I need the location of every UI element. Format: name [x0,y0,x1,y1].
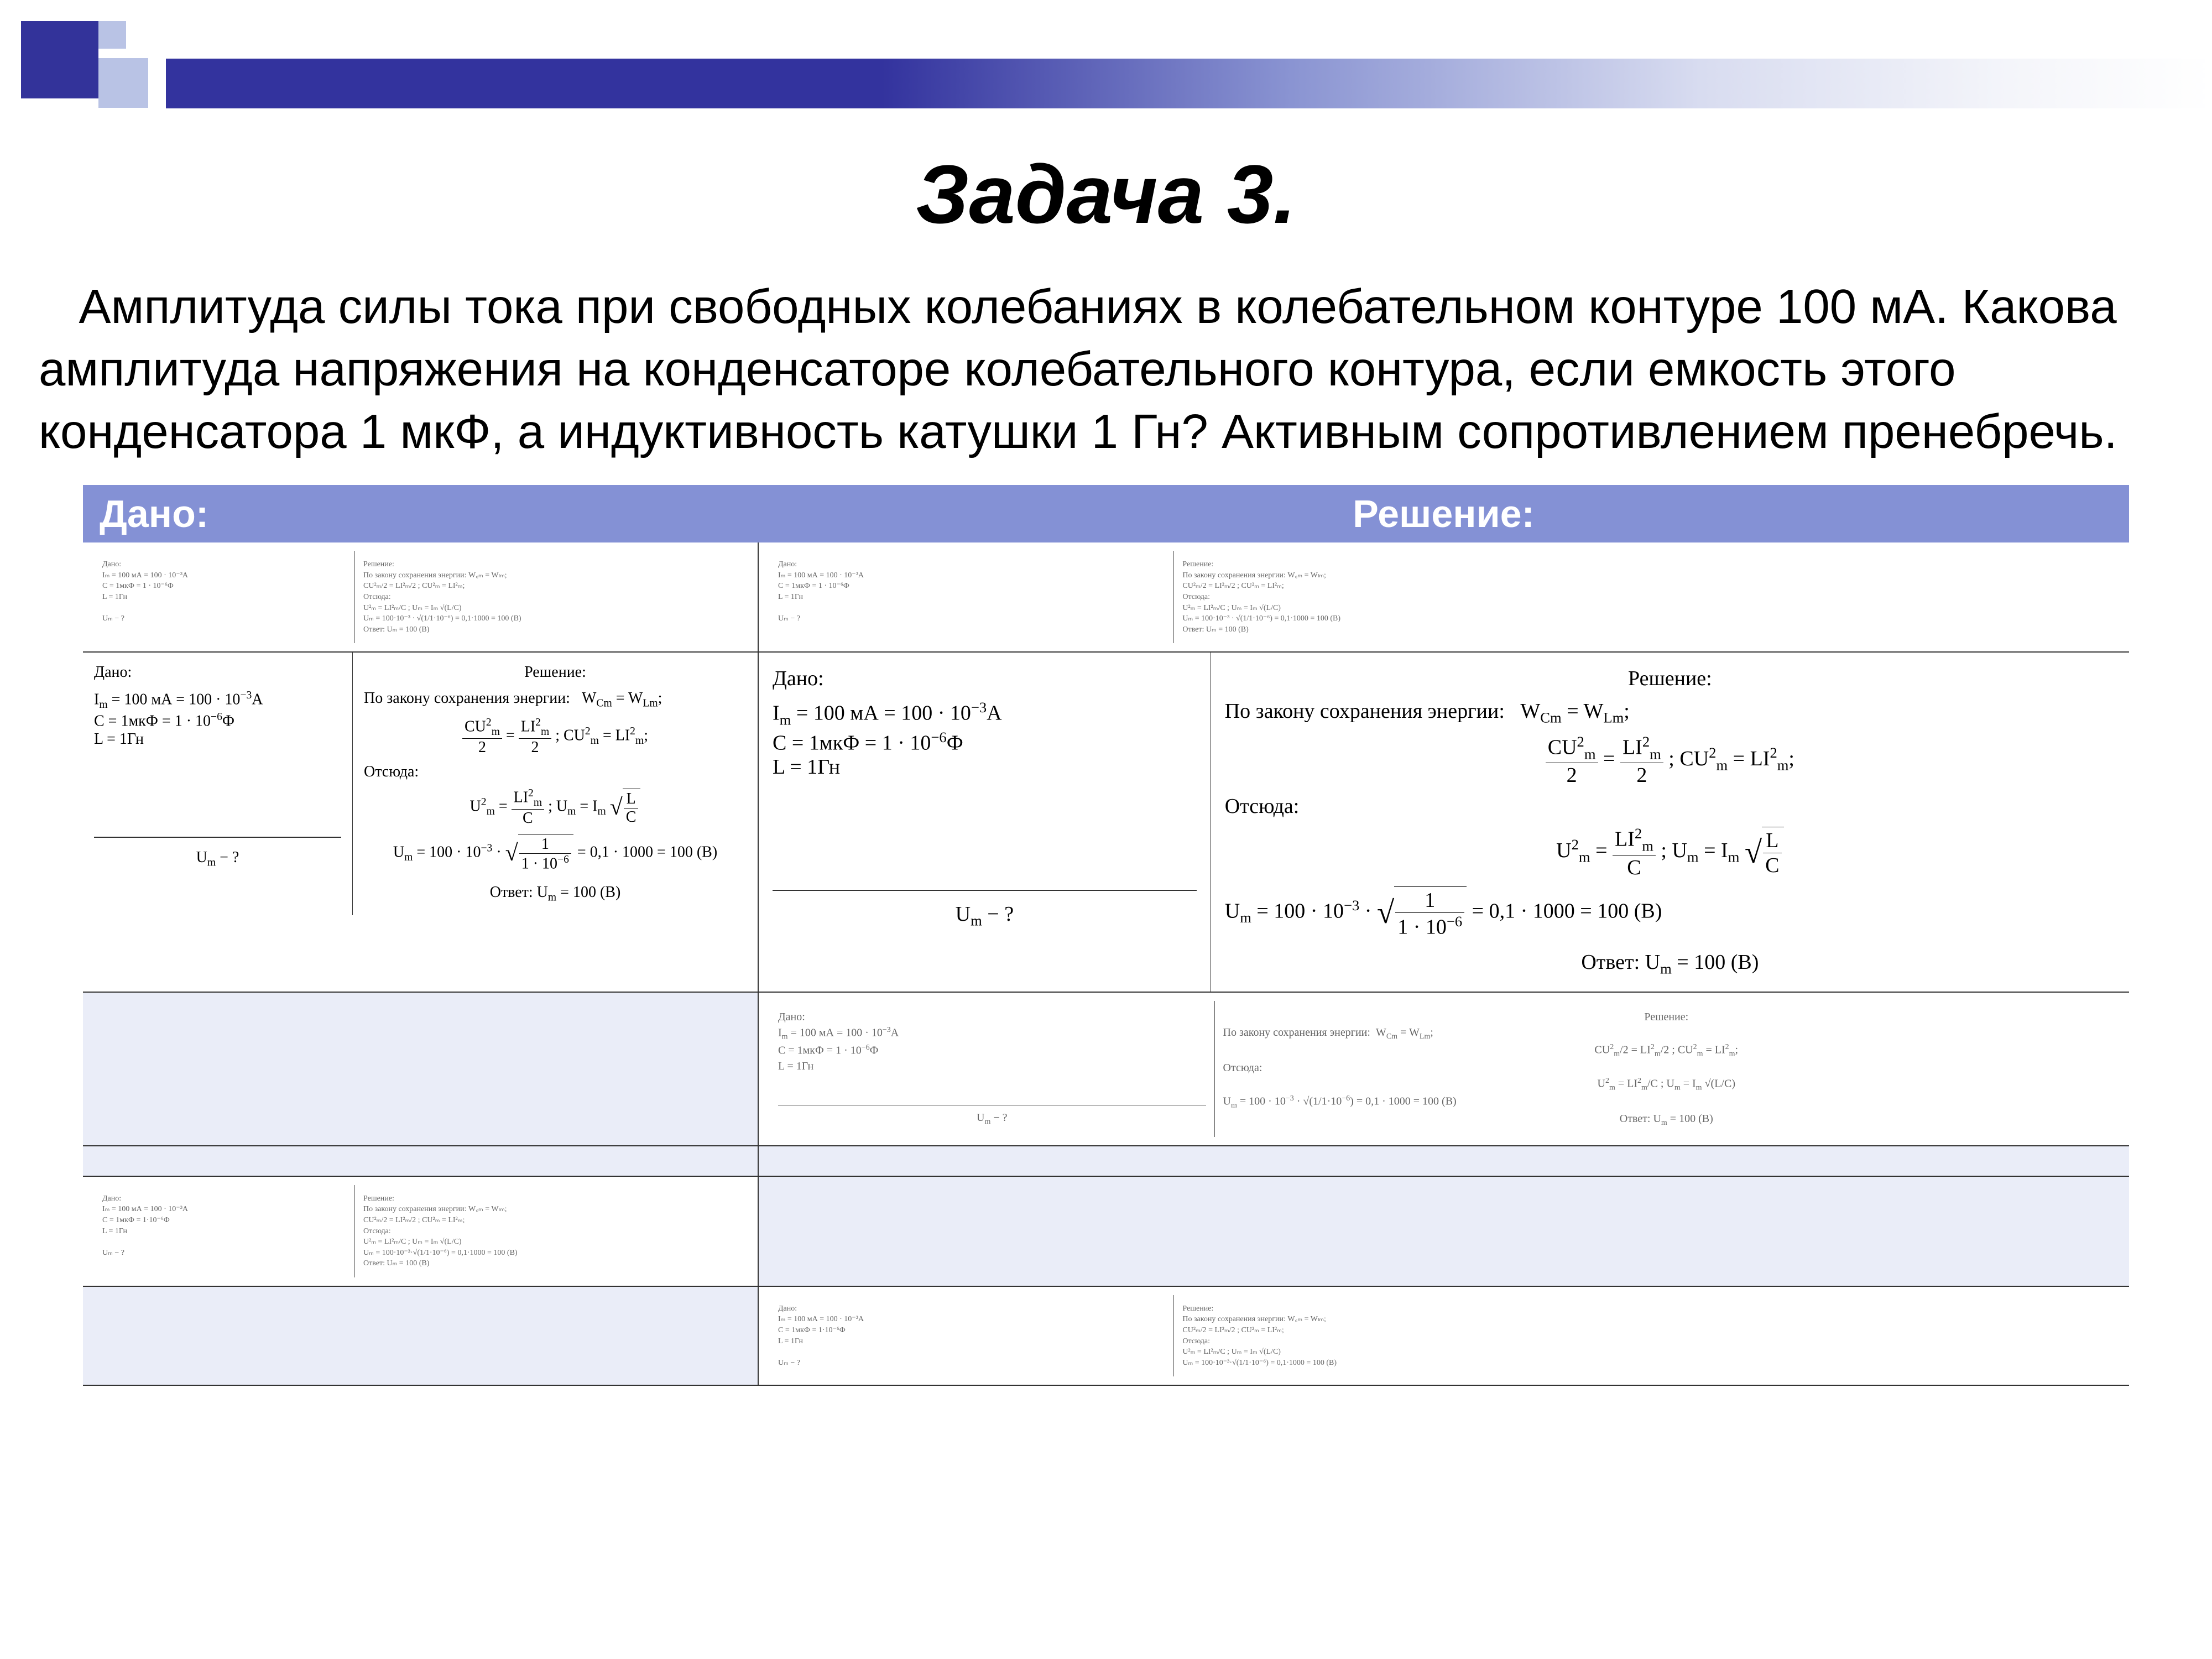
solve-label: Решение: [364,664,747,681]
table-row: Дано: Im = 100 мА = 100 · 10−3А C = 1мкФ… [83,652,2129,992]
header-solution: Решение: [758,485,2129,542]
small-given-3: Дано:Im = 100 мА = 100 · 10−3АC = 1мкФ =… [778,1009,1206,1128]
deco-square-light [98,58,148,108]
table-header-row: Дано: Решение: [83,485,2129,542]
cell-strip-2 [758,1146,2129,1176]
cell-strip-1 [83,1146,758,1176]
cell-empty-6a [83,1286,758,1386]
answer: Ответ: Um = 100 (В) [364,884,747,904]
solution-table: Дано: Решение: Дано:Iₘ = 100 мА = 100 · … [83,485,2129,1386]
given-Im-2: Im = 100 мА = 100 · 10−3А [773,699,1197,728]
energy-law: По закону сохранения энергии: WCm = WLm; [364,690,747,710]
table-row: Дано:Iₘ = 100 мА = 100 · 10⁻³АC = 1мкФ =… [83,542,2129,652]
tiny-solve-2: Решение:По закону сохранения энергии: W꜀… [1182,559,2110,635]
tiny-solve: Решение:По закону сохранения энергии: W꜀… [363,559,738,635]
table-row: Дано:Iₘ = 100 мА = 100 · 10⁻³АC = 1мкФ =… [83,1176,2129,1286]
table-row: Дано:Iₘ = 100 мА = 100 · 10⁻³АC = 1мкФ =… [83,1286,2129,1386]
energy-law-2: По закону сохранения энергии: WCm = WLm; [1225,699,2115,727]
cell-medium-1: Дано: Im = 100 мА = 100 · 10−3А C = 1мкФ… [83,652,758,992]
given-Im: Im = 100 мА = 100 · 10−3А [94,690,341,711]
header-given: Дано: [83,485,758,542]
given-label: Дано: [94,664,341,681]
cell-medium-2: Дано: Im = 100 мА = 100 · 10−3А C = 1мкФ… [758,652,2129,992]
given-L: L = 1Гн [94,731,341,748]
formula-eq2-2: U2m = LI2mC ; Um = Im LC [1225,825,2115,879]
from-here: Отсюда: [364,763,747,781]
formula-eq1: CU2m2 = LI2m2 ; CU2m = LI2m; [364,717,747,757]
given-label-2: Дано: [773,666,1197,691]
problem-statement: Амплитуда силы тока при свободных колеба… [0,242,2212,485]
table-row: Дано:Im = 100 мА = 100 · 10−3АC = 1мкФ =… [83,992,2129,1146]
tiny-given-2: Дано:Iₘ = 100 мА = 100 · 10⁻³АC = 1мкФ =… [778,559,1165,624]
tiny-given: Дано:Iₘ = 100 мА = 100 · 10⁻³АC = 1мкФ =… [102,559,346,624]
given-L-2: L = 1Гн [773,755,1197,779]
header-bar [0,0,2212,113]
table-row [83,1146,2129,1176]
tiny-solve-6b: Решение:По закону сохранения энергии: W꜀… [1182,1303,2110,1369]
formula-eq1-2: CU2m2 = LI2m2 ; CU2m = LI2m; [1225,733,2115,787]
cell-tiny-1: Дано:Iₘ = 100 мА = 100 · 10⁻³АC = 1мкФ =… [83,542,758,652]
solution-table-container: Дано: Решение: Дано:Iₘ = 100 мА = 100 · … [0,485,2212,1386]
find-Um: Um − ? [196,849,239,866]
deco-square-small [98,21,126,49]
cell-tiny-2: Дано:Iₘ = 100 мА = 100 · 10⁻³АC = 1мкФ =… [758,542,2129,652]
cell-small-3: Дано:Im = 100 мА = 100 · 10−3АC = 1мкФ =… [758,992,2129,1146]
find-Um-2: Um − ? [956,902,1014,926]
cell-empty-1 [83,992,758,1146]
small-solve-3: Решение:По закону сохранения энергии: WC… [1223,1009,2110,1129]
tiny-solve-5a: Решение:По закону сохранения энергии: W꜀… [363,1193,738,1269]
answer-2: Ответ: Um = 100 (В) [1225,950,2115,978]
tiny-given-5a: Дано:Iₘ = 100 мА = 100 · 10⁻³АC = 1мкФ =… [102,1193,346,1259]
formula-calc-2: Um = 100 · 10−3 · 11 · 10−6 = 0,1 · 1000… [1225,886,2115,940]
given-C-2: C = 1мкФ = 1 · 10−6Ф [773,729,1197,755]
tiny-given-6b: Дано:Iₘ = 100 мА = 100 · 10⁻³АC = 1мкФ =… [778,1303,1165,1369]
cell-tiny-6b: Дано:Iₘ = 100 мА = 100 · 10⁻³АC = 1мкФ =… [758,1286,2129,1386]
solve-label-2: Решение: [1225,666,2115,691]
slide-title: Задача 3. [0,147,2212,242]
deco-square-dark [21,21,98,98]
cell-tiny-5a: Дано:Iₘ = 100 мА = 100 · 10⁻³АC = 1мкФ =… [83,1176,758,1286]
formula-calc: Um = 100 · 10−3 · 11 · 10−6 = 0,1 · 1000… [364,834,747,873]
deco-gradient-bar [166,59,2212,108]
from-here-2: Отсюда: [1225,794,2115,818]
given-C: C = 1мкФ = 1 · 10−6Ф [94,711,341,730]
cell-strip-5b [758,1176,2129,1286]
formula-eq2: U2m = LI2mC ; Um = Im LC [364,787,747,827]
